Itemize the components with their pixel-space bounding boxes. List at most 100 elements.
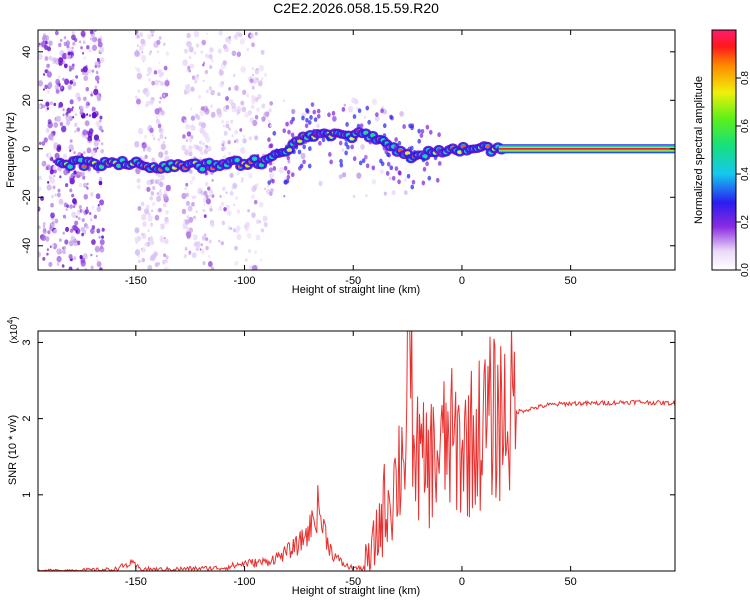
- noise-dot: [269, 124, 272, 128]
- noise-dot: [42, 225, 46, 228]
- noise-dot: [156, 192, 160, 196]
- noise-dot: [256, 219, 260, 225]
- ridge-fringe-dot: [287, 129, 291, 135]
- ridge-fringe-dot: [290, 172, 295, 178]
- noise-dot: [203, 190, 208, 196]
- ridge-fringe-dot: [421, 180, 426, 186]
- noise-dot: [151, 80, 156, 86]
- noise-dot: [95, 193, 101, 200]
- noise-dot: [79, 40, 82, 44]
- noise-dot: [90, 265, 94, 270]
- noise-dot: [95, 254, 98, 258]
- y-tick-label: 40: [21, 46, 33, 58]
- noise-dot: [142, 148, 146, 152]
- noise-dot: [141, 246, 146, 253]
- noise-dot: [187, 65, 191, 70]
- noise-dot: [65, 113, 68, 117]
- ridge-fringe-dot: [309, 115, 313, 120]
- noise-dot: [257, 94, 262, 100]
- noise-dot: [154, 108, 160, 115]
- ridge-fringe-dot: [380, 161, 385, 167]
- ridge-blob: [78, 158, 83, 162]
- noise-dot: [268, 108, 272, 113]
- noise-dot: [160, 110, 165, 116]
- noise-dot: [144, 242, 148, 247]
- noise-dot: [38, 225, 41, 230]
- noise-dot: [250, 104, 255, 110]
- noise-dot: [52, 131, 56, 135]
- ridge-band: [498, 147, 675, 150]
- noise-dot: [41, 141, 46, 146]
- noise-dot: [188, 251, 192, 256]
- noise-dot: [164, 136, 167, 140]
- noise-dot: [371, 98, 378, 106]
- noise-dot: [42, 228, 47, 235]
- noise-dot: [94, 64, 98, 69]
- ridge-blob: [364, 131, 368, 135]
- noise-dot: [160, 225, 165, 231]
- ridge-fringe-dot: [421, 157, 426, 163]
- noise-dot: [62, 231, 65, 235]
- noise-dot: [134, 140, 140, 148]
- y-tick-label: 2: [21, 416, 33, 422]
- noise-dot: [80, 227, 85, 232]
- noise-dot: [151, 133, 155, 137]
- spectrogram-y-axis-label: Frequency (Hz): [5, 112, 17, 188]
- noise-dot: [80, 46, 83, 50]
- noise-dot: [258, 201, 264, 208]
- noise-dot: [53, 102, 57, 107]
- noise-dot: [163, 42, 166, 46]
- noise-dot: [67, 51, 71, 56]
- spectrogram-x-axis-label: Height of straight line (km): [292, 284, 420, 296]
- noise-dot: [184, 246, 188, 250]
- ridge-fringe-dot: [382, 133, 387, 138]
- noise-dot: [93, 88, 99, 96]
- noise-dot: [219, 81, 224, 88]
- noise-dot: [151, 209, 154, 213]
- noise-dot: [90, 149, 96, 157]
- ridge-fringe-dot: [299, 163, 304, 169]
- ridge-fringe-dot: [397, 179, 401, 185]
- noise-dot: [227, 226, 231, 230]
- noise-dot: [134, 227, 140, 234]
- noise-dot: [205, 237, 209, 242]
- noise-dot: [240, 100, 245, 106]
- noise-dot: [255, 234, 261, 241]
- noise-dot: [64, 239, 69, 245]
- noise-dot: [260, 49, 265, 55]
- noise-dot: [251, 42, 255, 48]
- noise-dot: [58, 75, 61, 79]
- noise-dot: [226, 210, 232, 217]
- noise-dot: [48, 261, 53, 268]
- noise-dot: [388, 176, 392, 181]
- noise-dot: [353, 98, 359, 105]
- noise-dot: [261, 103, 266, 109]
- noise-dot: [205, 144, 209, 149]
- noise-dot: [210, 104, 213, 108]
- noise-dot: [82, 182, 87, 188]
- noise-dot: [62, 108, 65, 112]
- ridge-fringe-dot: [307, 163, 312, 169]
- noise-dot: [76, 240, 81, 246]
- noise-dot: [79, 255, 83, 260]
- ridge-blob: [200, 167, 205, 171]
- noise-dot: [70, 108, 74, 112]
- noise-dot: [202, 208, 206, 213]
- noise-dot: [46, 252, 49, 256]
- noise-dot: [265, 111, 270, 117]
- noise-dot: [96, 58, 100, 62]
- noise-dot: [99, 115, 103, 120]
- noise-dot: [80, 68, 84, 73]
- noise-dot: [204, 181, 209, 187]
- noise-dot: [137, 127, 144, 135]
- noise-dot: [45, 166, 49, 171]
- noise-dot: [98, 125, 103, 131]
- ridge-fringe-dot: [438, 151, 442, 157]
- noise-dot: [75, 75, 79, 79]
- noise-dot: [379, 168, 384, 175]
- noise-dot: [136, 178, 141, 184]
- noise-dot: [371, 179, 377, 185]
- noise-dot: [48, 133, 54, 141]
- snr-x-axis-label: Height of straight line (km): [292, 585, 420, 597]
- noise-dot: [220, 146, 225, 152]
